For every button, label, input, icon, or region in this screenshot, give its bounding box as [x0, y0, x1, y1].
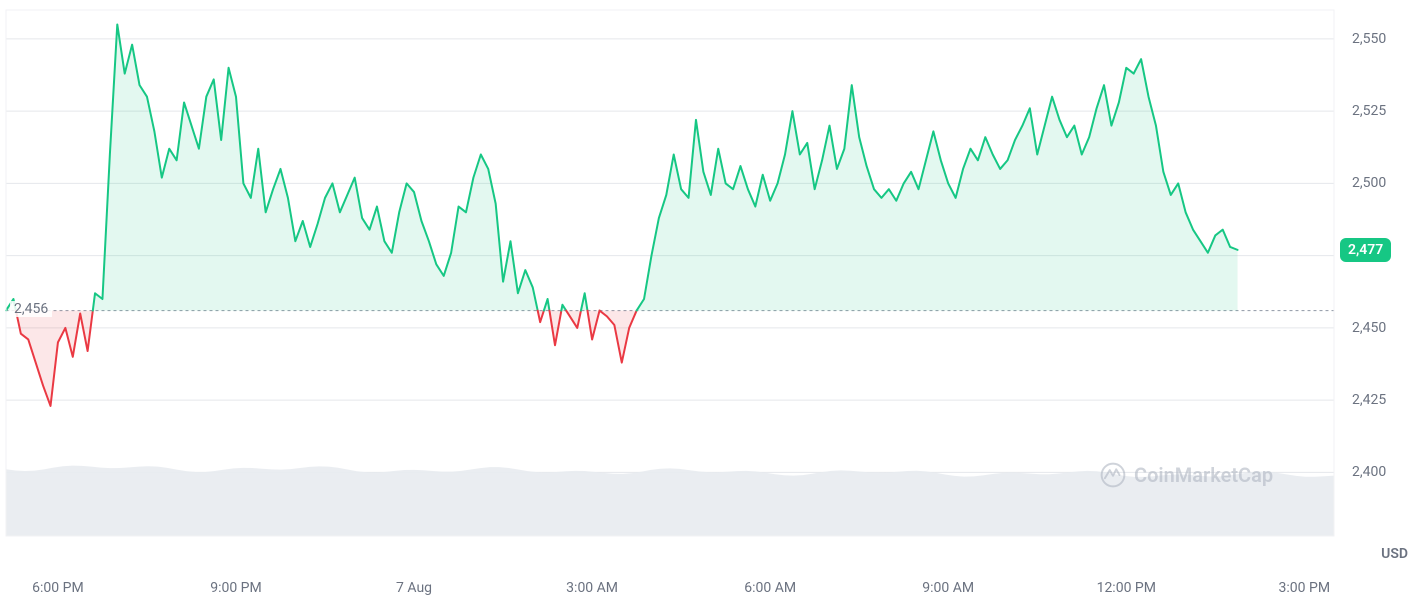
current-price-badge: 2,477	[1340, 238, 1391, 262]
x-tick-label: 6:00 AM	[744, 580, 796, 596]
y-tick-label: 2,400	[1352, 464, 1386, 480]
baseline-label: 2,456	[10, 301, 52, 317]
x-tick-label: 7 Aug	[396, 580, 432, 596]
x-axis: 6:00 PM 9:00 PM 7 Aug 3:00 AM 6:00 AM 9:00 AM…	[0, 566, 1420, 612]
x-tick-label: 6:00 PM	[32, 580, 84, 596]
chart-svg	[0, 0, 1420, 612]
y-tick-label: 2,500	[1352, 175, 1386, 191]
y-tick-label: 2,525	[1352, 103, 1386, 119]
y-tick-label: 2,425	[1352, 392, 1386, 408]
plot-area	[0, 0, 1420, 616]
watermark-text: CoinMarketCap	[1134, 463, 1273, 487]
coinmarketcap-watermark: CoinMarketCap	[1100, 462, 1273, 488]
x-tick-label: 3:00 PM	[1279, 580, 1331, 596]
x-tick-label: 12:00 PM	[1097, 580, 1156, 596]
y-axis: 2,4002,4252,4502,4752,5002,5252,550	[1340, 0, 1420, 612]
x-tick-label: 3:00 AM	[566, 580, 618, 596]
x-tick-label: 9:00 AM	[922, 580, 974, 596]
x-tick-label: 9:00 PM	[210, 580, 262, 596]
y-tick-label: 2,550	[1352, 31, 1386, 47]
y-tick-label: 2,450	[1352, 320, 1386, 336]
currency-label: USD	[1381, 546, 1408, 562]
price-chart[interactable]: 2,4002,4252,4502,4752,5002,5252,550 6:00…	[0, 0, 1420, 612]
coinmarketcap-icon	[1100, 462, 1126, 488]
